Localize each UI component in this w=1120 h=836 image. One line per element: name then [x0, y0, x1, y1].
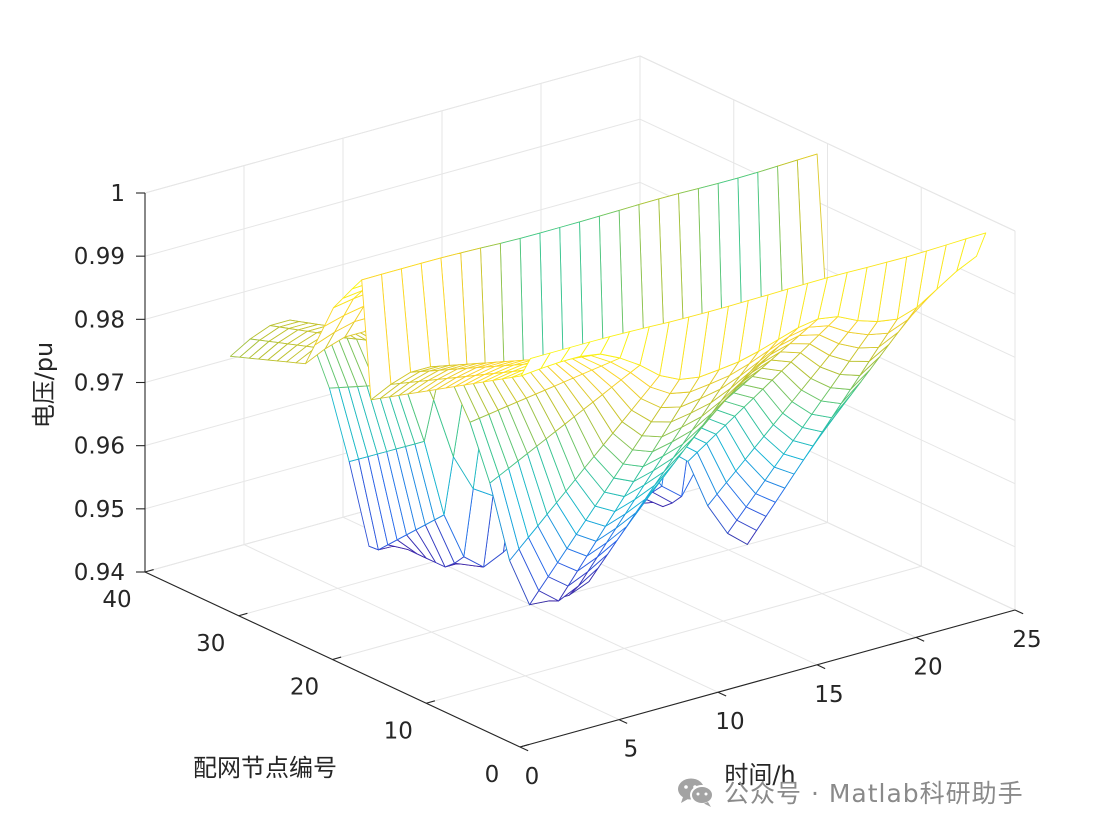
y-tick: [144, 569, 154, 573]
ticks-layer: 0 5 10 15 20 25 0 10 20 30 400.94 0.95 0.96 0.97 0.98 0…: [74, 181, 1042, 790]
x-tick-label: 20: [913, 654, 942, 680]
back-wall-grid-z: [144, 181, 641, 320]
z-tick-label: 0.99: [74, 244, 125, 270]
x-tick: [618, 719, 628, 724]
back-wall-grid-z: [144, 118, 641, 257]
box-edge: [144, 55, 641, 194]
x-tick: [519, 746, 529, 752]
y-tick: [426, 700, 436, 704]
watermark-text: 公众号 · Matlab科研助手: [724, 779, 1024, 808]
y-tick-label: 20: [290, 675, 319, 701]
x-tick: [816, 664, 826, 670]
box-edge: [639, 55, 1016, 232]
x-tick-label: 15: [814, 682, 843, 708]
x-tick-label: 5: [624, 737, 639, 763]
z-tick-label: 0.94: [74, 560, 125, 586]
z-axis-label: 电压/pu: [30, 342, 58, 429]
y-tick: [332, 656, 342, 661]
y-tick: [238, 612, 248, 617]
y-tick: [519, 744, 529, 748]
x-axis-line: [519, 609, 1016, 748]
surface-cell: [520, 352, 551, 377]
x-axis-label: 时间/h: [724, 761, 795, 789]
floor-grid-y: [332, 522, 828, 660]
y-tick-label: 0: [485, 762, 500, 788]
floor-grid-y: [426, 565, 922, 704]
y-tick-label: 10: [384, 718, 413, 744]
z-tick-label: 0.98: [74, 307, 125, 333]
wechat-icon: [676, 776, 716, 808]
x-tick: [1014, 609, 1024, 615]
x-tick-label: 25: [1012, 627, 1041, 653]
x-tick-label: 10: [715, 709, 744, 735]
y-axis-label: 配网节点编号: [193, 754, 337, 782]
z-tick-label: 0.96: [74, 434, 125, 460]
z-tick-label: 0.97: [74, 371, 125, 397]
x-tick: [915, 636, 925, 642]
surface-layer: [229, 153, 987, 606]
z-tick-label: 1: [110, 181, 125, 207]
y-tick-label: 40: [102, 587, 131, 613]
z-tick-label: 0.95: [74, 497, 125, 523]
y-tick-label: 30: [196, 631, 225, 657]
x-tick: [717, 691, 727, 697]
x-tick-label: 0: [525, 764, 540, 790]
watermark: 公众号 · Matlab科研助手: [676, 772, 1024, 812]
